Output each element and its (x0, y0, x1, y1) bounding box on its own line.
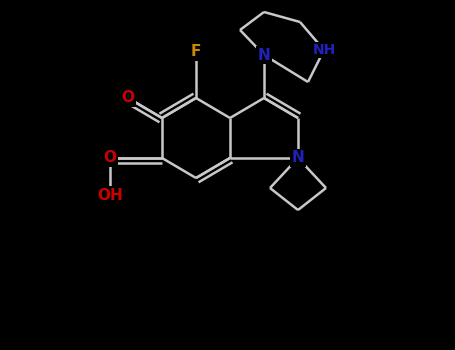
Text: OH: OH (97, 188, 123, 203)
Text: F: F (191, 44, 201, 60)
Text: O: O (121, 91, 135, 105)
Text: NH: NH (313, 43, 336, 57)
Text: N: N (258, 48, 270, 63)
Text: O: O (103, 150, 116, 166)
Text: N: N (292, 150, 304, 166)
